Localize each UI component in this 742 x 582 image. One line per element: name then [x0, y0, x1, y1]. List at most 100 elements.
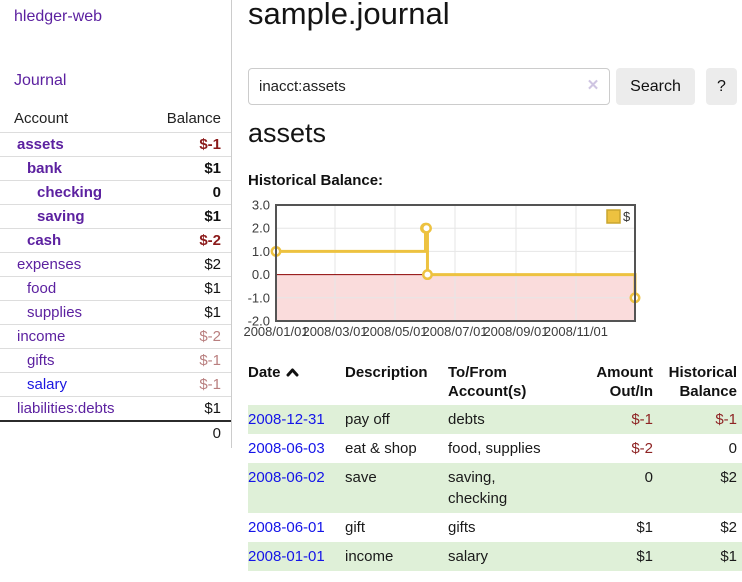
transaction-amount: $-2 [631, 440, 653, 457]
account-row: gifts $-1 [0, 348, 231, 373]
balance-column-header: Balance [166, 110, 221, 127]
y-tick-label: 0.0 [252, 267, 270, 282]
account-name-cell: expenses [0, 253, 137, 277]
transaction-row: 2008-06-02 save saving, checking 0 $2 [248, 463, 742, 513]
account-name-cell: food [0, 277, 137, 301]
transaction-row: 2008-06-03 eat & shop food, supplies $-2 0 [248, 434, 742, 463]
balance-chart: 3.0 2.0 1.0 0.0 -1.0 -2.0 2008/01/01 2008/03/01… [243, 198, 644, 346]
x-tick-label: 2008/11/01 [544, 324, 608, 339]
account-balance: 0 [212, 184, 221, 201]
transaction-date-link[interactable]: 2008-12-31 [248, 411, 325, 428]
accounts-total-balance: 0 [212, 425, 221, 442]
transaction-balance: $-1 [715, 411, 737, 428]
transaction-date-link[interactable]: 2008-01-01 [248, 548, 325, 565]
y-tick-label: 1.0 [252, 244, 270, 259]
transaction-amount: $1 [636, 519, 653, 536]
account-row: bank $1 [0, 156, 231, 181]
transaction-description: save [345, 469, 377, 486]
transaction-row: 2008-12-31 pay off debts $-1 $-1 [248, 405, 742, 434]
plot-border [275, 204, 636, 322]
account-link-saving[interactable]: saving [37, 208, 85, 225]
amount-column-header: Amount Out/In [596, 364, 653, 400]
search-form: ✕ Search ? [248, 68, 742, 105]
account-column-header: Account [14, 110, 69, 127]
account-row: salary $-1 [0, 372, 231, 397]
transaction-date-cell: 2008-12-31 [248, 405, 345, 434]
transaction-accounts: salary [448, 548, 489, 565]
legend-swatch [606, 209, 621, 224]
x-tick-label: 2008/03/01 [302, 324, 367, 339]
app-title-link[interactable]: hledger-web [14, 8, 103, 25]
transaction-date-cell: 2008-06-01 [248, 513, 345, 542]
transaction-date-cell: 2008-06-03 [248, 434, 345, 463]
account-heading: assets [248, 118, 327, 148]
account-balance: $1 [204, 208, 221, 225]
account-link-salary[interactable]: salary [27, 376, 68, 393]
account-balance: $1 [204, 400, 221, 417]
transaction-balance: 0 [728, 440, 737, 457]
account-link-assets[interactable]: assets [17, 136, 64, 153]
account-name-cell: cash [0, 229, 137, 253]
transaction-description: income [345, 548, 394, 565]
account-balance: $1 [204, 280, 221, 297]
account-link-expenses[interactable]: expenses [17, 256, 82, 273]
legend-label: $ [623, 209, 631, 224]
account-balance: $-1 [199, 136, 221, 153]
account-row: liabilities:debts $1 [0, 396, 231, 422]
transaction-row: 2008-01-01 income salary $1 $1 [248, 542, 742, 571]
account-balance: $2 [204, 256, 221, 273]
x-tick-label: 2008/07/01 [422, 324, 487, 339]
search-input[interactable] [248, 68, 610, 105]
data-point-marker [421, 222, 432, 234]
y-tick-label: 3.0 [252, 198, 270, 213]
x-tick-label: 2008/09/01 [483, 324, 548, 339]
account-link-income[interactable]: income [17, 328, 66, 345]
account-row: checking 0 [0, 180, 231, 205]
transaction-date-cell: 2008-06-02 [248, 463, 345, 513]
clear-search-icon[interactable]: ✕ [586, 77, 600, 94]
data-point-marker [422, 269, 433, 281]
account-link-food[interactable]: food [27, 280, 57, 297]
account-row: food $1 [0, 276, 231, 301]
transaction-balance: $2 [720, 469, 737, 486]
sidebar: hledger-web Journal Account Balance asse… [0, 0, 232, 448]
account-row: expenses $2 [0, 252, 231, 277]
account-name-cell: liabilities:debts [0, 397, 137, 422]
account-link-cash[interactable]: cash [27, 232, 62, 249]
account-link-checking[interactable]: checking [37, 184, 103, 201]
transaction-date-link[interactable]: 2008-06-02 [248, 469, 325, 486]
date-column-header[interactable]: Date [248, 358, 345, 405]
transaction-date-link[interactable]: 2008-06-01 [248, 519, 325, 536]
transaction-date-link[interactable]: 2008-06-03 [248, 440, 325, 457]
sidebar-item-journal[interactable]: Journal [14, 72, 67, 89]
transaction-balance: $2 [720, 519, 737, 536]
account-name-cell: income [0, 325, 137, 349]
transaction-description: eat & shop [345, 440, 417, 457]
transaction-description: pay off [345, 411, 390, 428]
help-button[interactable]: ? [706, 68, 737, 105]
accounts-column-header: To/From Account(s) [448, 364, 527, 400]
spacer-cell [0, 421, 137, 445]
transactions-table: Date Description To/From Account(s) Amou… [248, 358, 742, 571]
search-button[interactable]: Search [616, 68, 695, 105]
account-name-cell: supplies [0, 301, 137, 325]
transaction-amount: 0 [644, 469, 653, 486]
account-link-bank[interactable]: bank [27, 160, 63, 177]
account-balance: $-1 [199, 352, 221, 369]
y-tick-label: -2.0 [248, 314, 270, 329]
transaction-date-cell: 2008-01-01 [248, 542, 345, 571]
transaction-row: 2008-06-01 gift gifts $1 $2 [248, 513, 742, 542]
balance-column-header-txn: Historical Balance [668, 364, 737, 400]
account-name-cell: checking [0, 181, 137, 205]
chart-title: Historical Balance: [248, 172, 384, 189]
accounts-table: Account Balance assets $-1 bank $1 checking 0… [0, 106, 231, 445]
transaction-accounts: food, supplies [448, 440, 541, 457]
account-name-cell: gifts [0, 349, 137, 373]
account-link-gifts[interactable]: gifts [27, 352, 55, 369]
x-tick-label: 2008/01/01 [243, 324, 308, 339]
account-name-cell: assets [0, 133, 137, 157]
account-row: saving $1 [0, 204, 231, 229]
account-row: supplies $1 [0, 300, 231, 325]
account-link-liabilities-debts[interactable]: liabilities:debts [17, 400, 115, 417]
account-link-supplies[interactable]: supplies [27, 304, 83, 321]
